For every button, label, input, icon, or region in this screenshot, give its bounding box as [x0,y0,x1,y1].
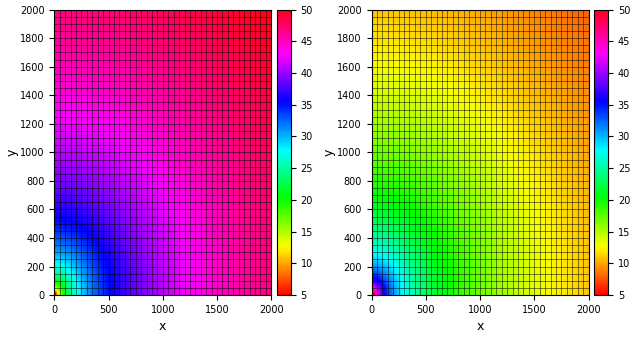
X-axis label: x: x [159,320,166,334]
Y-axis label: y: y [6,149,19,156]
X-axis label: x: x [476,320,484,334]
Y-axis label: y: y [323,149,336,156]
